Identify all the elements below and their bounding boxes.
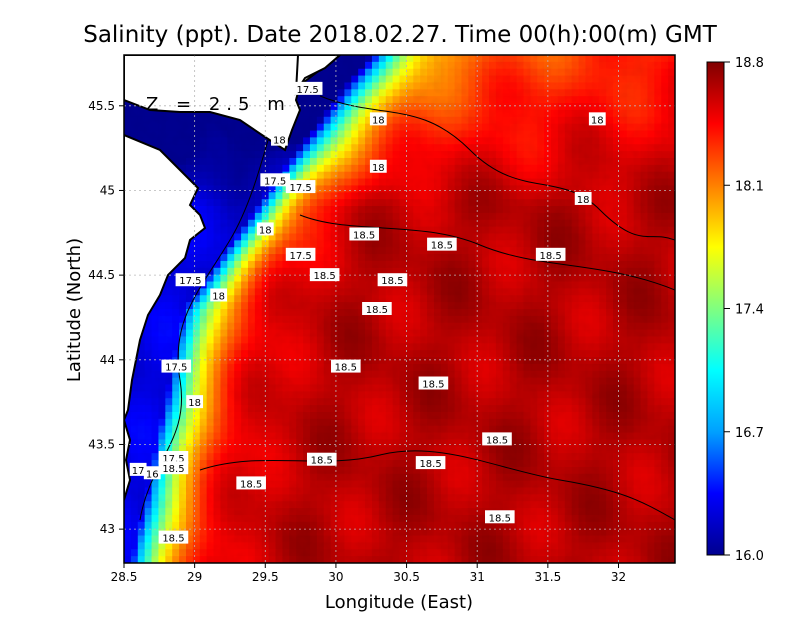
chart-title: Salinity (ppt). Date 2018.02.27. Time 00… [83, 22, 717, 48]
